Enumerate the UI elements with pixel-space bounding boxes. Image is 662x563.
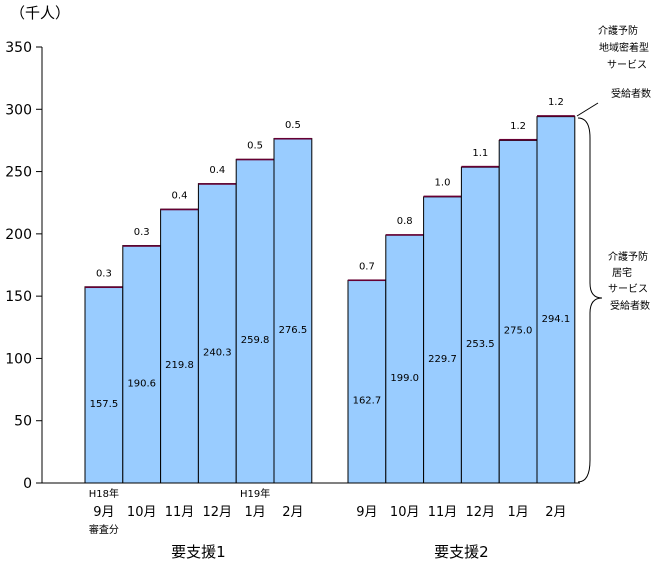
bar [460,166,500,484]
annotation-side-line3: サービス [608,283,648,295]
y-tick-label: 250 [5,165,32,181]
x-tick-label: 2月 [545,505,566,520]
x-tick-label: 12月 [466,505,496,520]
data-label-top: 1.1 [472,148,488,159]
y-tick-label: 200 [5,227,32,243]
bar [122,245,162,484]
data-label-top: 1.2 [510,121,526,132]
y-tick-label: 300 [5,102,32,118]
data-label: 259.8 [241,335,270,346]
bar-top-segment [385,234,424,236]
x-tick-label: 10月 [127,505,157,520]
annotation-top-pointer [576,102,599,117]
data-label: 219.8 [165,360,194,371]
data-label-top: 1.2 [548,97,564,108]
annotation-top: 介護予防 地域密着型 サービス 受給者数 [576,24,651,117]
y-tick-label: 100 [5,351,32,367]
annotation-top-line4: 受給者数 [611,87,651,100]
bar-top-segment [499,138,537,141]
data-label-top: 0.3 [134,227,150,238]
x-tick-label: 11月 [165,505,195,520]
x-note-below: 審査分 [89,523,119,536]
x-tick-label: 1月 [244,505,265,520]
bar [273,138,313,484]
bar [347,279,387,484]
x-note-above: H18年 [89,487,119,500]
y-tick-label: 150 [5,289,32,305]
x-tick-label: 11月 [428,505,458,520]
brace [577,117,603,483]
x-tick-label: 9月 [93,505,114,520]
bar-top-segment [348,279,386,282]
data-label-top: 0.5 [247,141,263,152]
annotation-side-line4: 受給者数 [610,299,650,312]
x-tick-label: 10月 [390,505,420,520]
x-tick-label: 12月 [203,505,233,520]
data-label: 276.5 [279,325,308,336]
bars [84,115,576,484]
bar-top-segment [198,183,237,185]
y-tick-label: 50 [14,414,32,430]
data-label-top: 0.4 [172,191,188,202]
group-label: 要支援1 [171,543,226,561]
x-note-above: H19年 [240,487,270,500]
y-tick-label: 0 [23,476,32,492]
bar-top-segment [160,208,199,211]
data-label-top: 0.7 [359,261,375,272]
bar-top-segment [122,245,161,247]
group-label: 要支援2 [434,543,489,561]
x-tick-label: 2月 [282,505,303,520]
annotation-top-line2: 地域密着型 [599,41,649,54]
data-label: 190.6 [127,378,156,389]
data-label-top: 1.0 [435,178,451,189]
bar [385,234,425,484]
bar [423,196,462,484]
bar [160,208,199,484]
data-label: 157.5 [90,399,119,410]
bar-top-segment [274,137,312,140]
data-label-top: 0.4 [209,165,225,176]
data-label: 229.7 [428,354,457,365]
bar [84,286,124,484]
bar-top-segment [537,115,575,117]
bar [536,116,576,484]
x-tick-label: 9月 [356,505,377,520]
y-tick-label: 350 [5,40,32,56]
bar-top-segment [461,165,500,168]
annotation-side-line2: 居宅 [612,266,632,279]
data-label: 199.0 [390,373,419,384]
annotation-top-line3: サービス [607,59,647,71]
bar-top-segment [423,195,462,198]
data-label: 240.3 [203,347,232,358]
data-label-top: 0.5 [285,120,301,131]
data-label: 253.5 [466,339,495,350]
data-label: 162.7 [353,396,382,407]
data-label-top: 0.3 [96,268,112,279]
bar-top-segment [236,158,274,161]
bar-top-segment [85,286,123,289]
data-label-top: 0.8 [397,216,413,227]
bar [235,158,275,484]
annotation-side: 介護予防 居宅 サービス 受給者数 [577,117,650,483]
bar [498,139,538,484]
data-label: 275.0 [504,326,533,337]
data-labels: 157.5 0.3 190.6 0.3 219.8 0.4 240.3 0.4 259.8 0.5… [90,97,571,410]
bar [197,183,237,484]
x-tick-label: 1月 [507,505,528,520]
annotation-side-line1: 介護予防 [608,250,648,263]
y-axis-unit: （千人） [10,4,70,22]
annotation-top-line1: 介護予防 [598,24,638,37]
data-label: 294.1 [542,314,571,325]
